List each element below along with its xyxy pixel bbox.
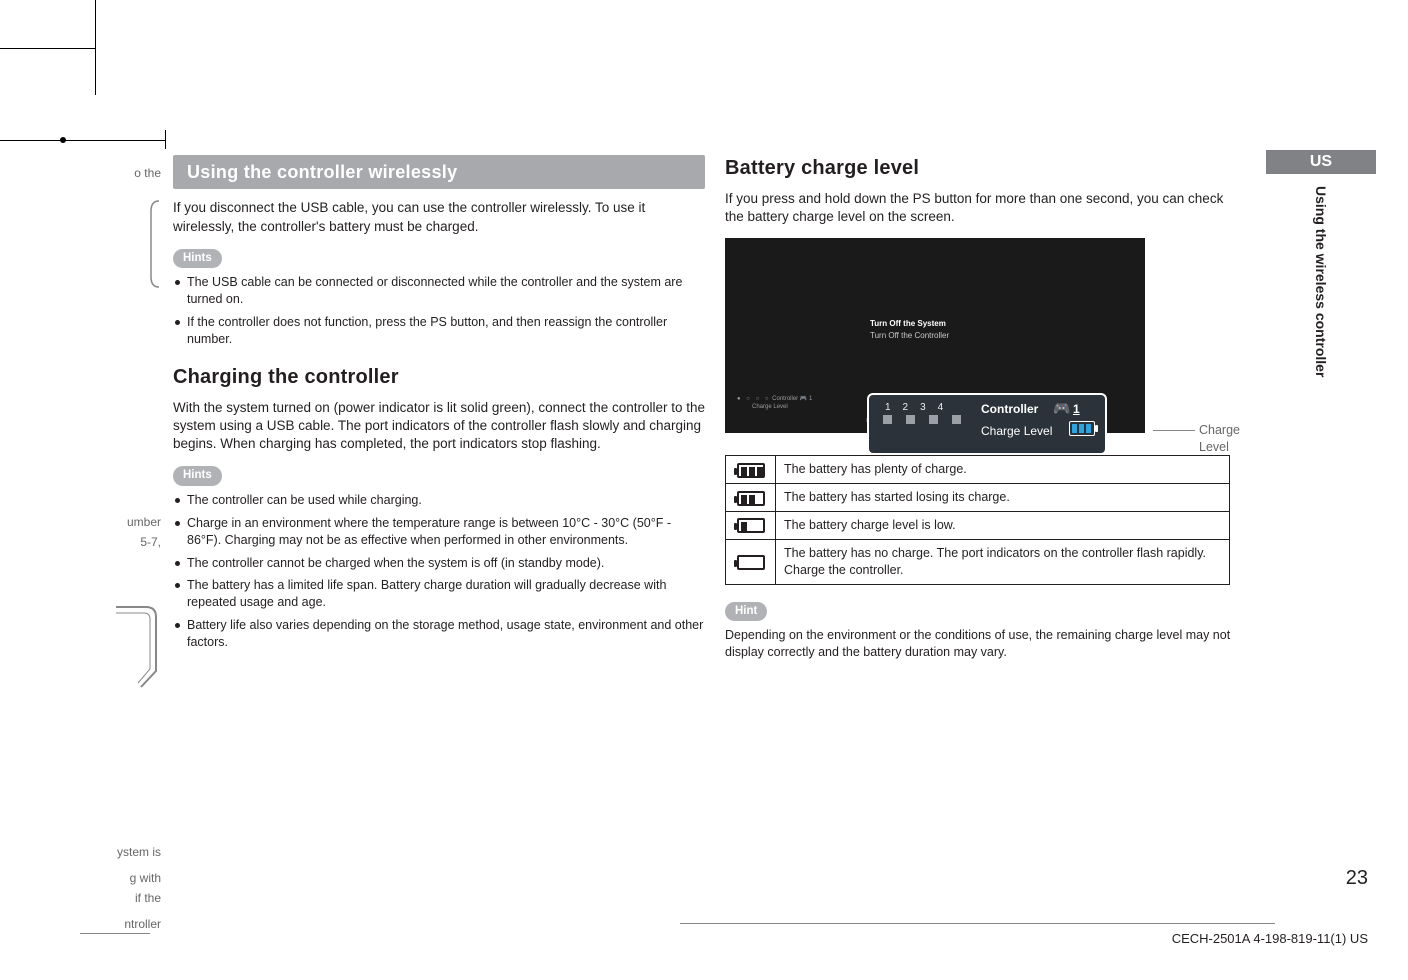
hint-body: Depending on the environment or the cond… xyxy=(725,627,1245,661)
battery-desc: The battery charge level is low. xyxy=(776,512,1230,540)
table-row: The battery charge level is low. xyxy=(726,512,1230,540)
hint-item: The USB cable can be connected or discon… xyxy=(173,274,705,308)
charging-heading: Charging the controller xyxy=(173,364,705,391)
bracket-shape xyxy=(131,199,161,289)
battery-intro: If you press and hold down the PS button… xyxy=(725,190,1245,226)
left-column: Using the controller wirelessly If you d… xyxy=(165,155,705,936)
callout-controller-label: Controller xyxy=(981,401,1038,417)
section-intro: If you disconnect the USB cable, you can… xyxy=(173,199,705,235)
fragment-text: 5-7, xyxy=(0,534,161,550)
callout-box: 1234 Controller 🎮 1 Charge Level xyxy=(867,393,1107,455)
hints-list: The USB cable can be connected or discon… xyxy=(173,274,705,348)
battery-icon xyxy=(1069,421,1095,436)
hints-label: Hints xyxy=(173,249,222,269)
fragment-text: ystem is xyxy=(0,844,161,860)
table-row: The battery has no charge. The port indi… xyxy=(726,540,1230,585)
menu-line: Turn Off the System xyxy=(870,318,949,329)
page-content: o the umber 5-7, ystem is g with if the … xyxy=(0,155,1245,936)
crop-mark xyxy=(95,0,96,95)
crop-mark xyxy=(165,130,166,149)
footer-code: CECH-2501A 4-198-819-11(1) US xyxy=(1172,931,1368,946)
port-indicators xyxy=(883,415,961,424)
page-number: 23 xyxy=(1346,867,1368,890)
region-tab: US xyxy=(1266,150,1376,174)
fragment-text: ntroller xyxy=(0,916,161,932)
port-dots: ● ○ ○ ○ xyxy=(737,396,771,402)
fragment-text: umber xyxy=(0,514,161,530)
menu-line: Turn Off the Controller xyxy=(870,330,949,341)
battery-desc: The battery has no charge. The port indi… xyxy=(776,540,1230,585)
usb-cable-fragment xyxy=(116,599,161,689)
battery-empty-icon xyxy=(737,555,765,570)
hints-list: The controller can be used while chargin… xyxy=(173,492,705,651)
right-column: Battery charge level If you press and ho… xyxy=(705,155,1245,936)
fragment-text: o the xyxy=(0,165,161,181)
battery-full-icon xyxy=(737,463,765,478)
table-row: The battery has plenty of charge. xyxy=(726,456,1230,484)
battery-desc: The battery has started losing its charg… xyxy=(776,484,1230,512)
battery-desc: The battery has plenty of charge. xyxy=(776,456,1230,484)
battery-level-table: The battery has plenty of charge. The ba… xyxy=(725,455,1230,584)
battery-1bar-icon xyxy=(737,518,765,533)
section-title-bar: Using the controller wirelessly xyxy=(173,155,705,189)
fragment-text: if the xyxy=(0,890,161,906)
hint-item: Charge in an environment where the tempe… xyxy=(173,515,705,549)
bl-controller: Controller xyxy=(772,396,798,402)
hints-label: Hints xyxy=(173,466,222,486)
footer-rule xyxy=(680,923,1275,924)
ps3-screenshot: Turn Off the System Turn Off the Control… xyxy=(725,238,1145,433)
crop-mark xyxy=(0,48,95,49)
battery-heading: Battery charge level xyxy=(725,155,1245,182)
bl-charge: Charge Level xyxy=(752,404,788,410)
callout-charge-label: Charge Level xyxy=(981,423,1052,439)
crop-mark-dot xyxy=(60,137,66,143)
callout-leader-line xyxy=(1153,430,1195,431)
hint-item: The controller cannot be charged when th… xyxy=(173,555,705,572)
table-row: The battery has started losing its charg… xyxy=(726,484,1230,512)
controller-icon: 🎮 xyxy=(1053,399,1070,418)
hint-item: The controller can be used while chargin… xyxy=(173,492,705,509)
callout-controller-num: 1 xyxy=(1073,401,1080,417)
cutoff-previous-page: o the umber 5-7, ystem is g with if the … xyxy=(0,155,165,936)
charging-body: With the system turned on (power indicat… xyxy=(173,399,705,454)
crop-mark xyxy=(0,140,165,141)
charge-level-label: Charge Level xyxy=(1199,422,1245,456)
fragment-text: g with xyxy=(0,870,161,886)
side-section-label: Using the wireless controller xyxy=(1313,180,1329,377)
side-tab-region: US Using the wireless controller xyxy=(1266,150,1376,377)
callout-numbers: 1234 xyxy=(885,401,955,415)
hint-label: Hint xyxy=(725,602,767,622)
hint-item: Battery life also varies depending on th… xyxy=(173,617,705,651)
battery-2bar-icon xyxy=(737,491,765,506)
hint-item: The battery has a limited life span. Bat… xyxy=(173,577,705,611)
hint-item: If the controller does not function, pre… xyxy=(173,314,705,348)
